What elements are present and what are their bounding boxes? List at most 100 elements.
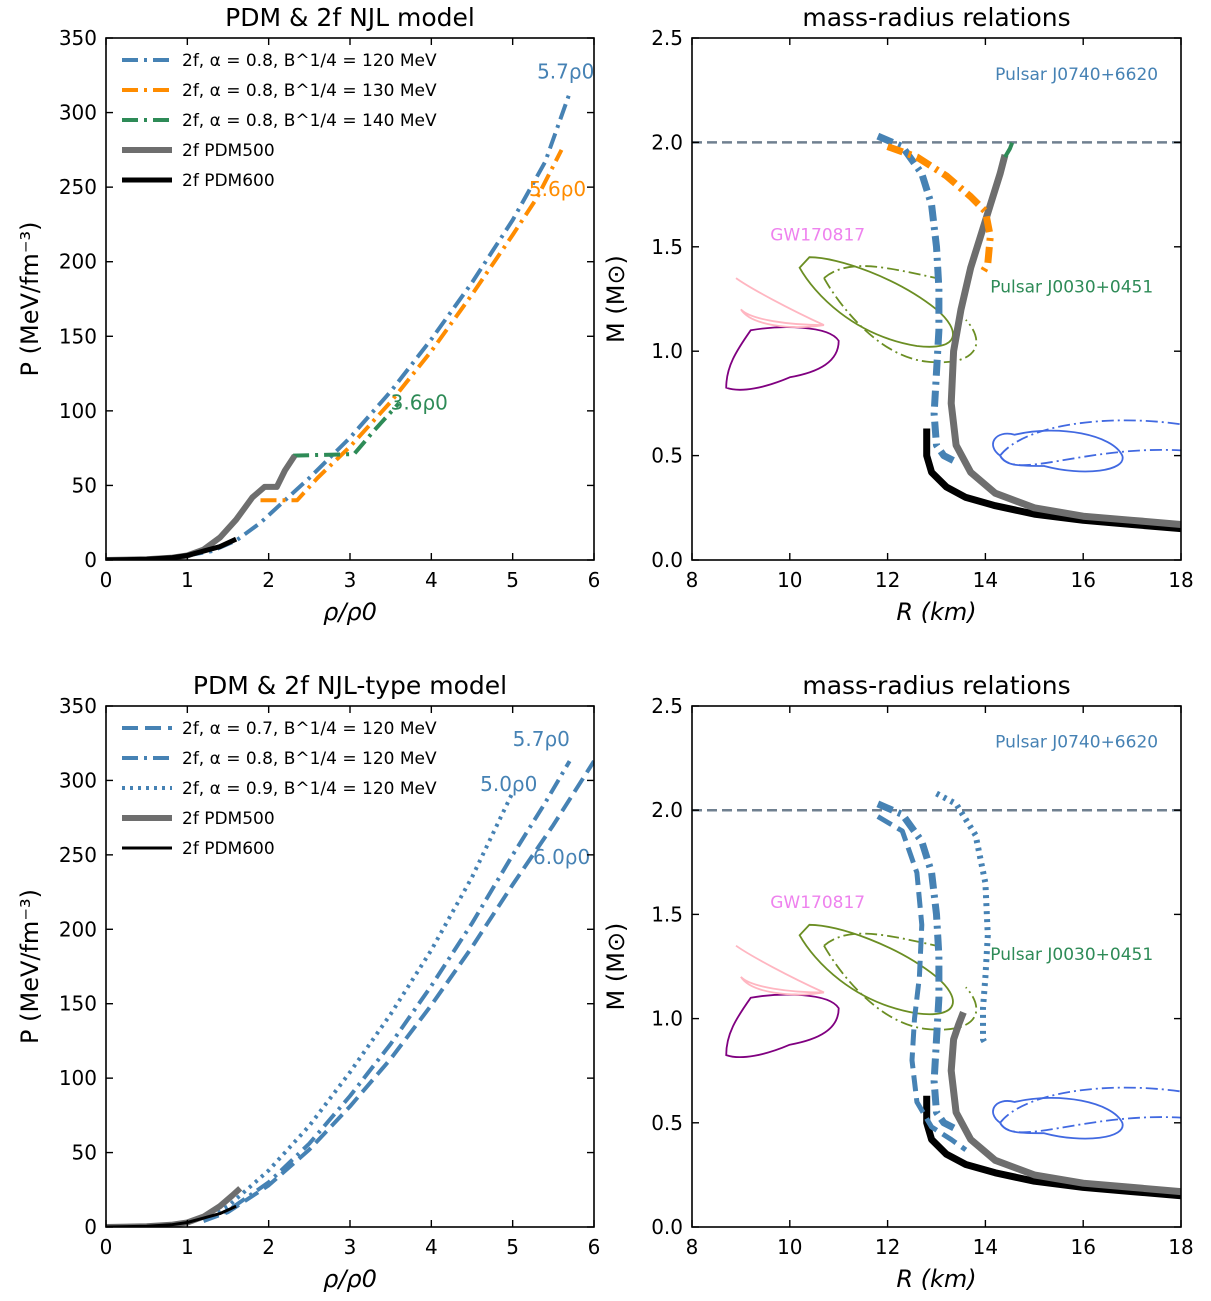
- x-tick-label: 3: [344, 1235, 357, 1259]
- annotation-label-1: 5.7ρ0: [513, 727, 570, 751]
- y-tick-label: 200: [59, 250, 97, 274]
- legend-label-4: 2f PDM500: [182, 809, 275, 829]
- chart-title: mass-radius relations: [802, 671, 1070, 700]
- annotation-label-1: Pulsar J0740+6620: [995, 65, 1158, 85]
- x-tick-label: 0: [100, 1235, 113, 1259]
- series-line-5: [935, 790, 991, 1046]
- x-axis-label: R (km): [896, 1265, 976, 1293]
- plot-area: [692, 132, 1181, 533]
- y-axis-label: P (MeV/fm⁻³): [16, 222, 44, 377]
- y-tick-label: 2.0: [651, 798, 683, 822]
- legend-label-3: 2f, α = 0.8, B^1/4 = 140 MeV: [182, 111, 437, 131]
- x-tick-label: 8: [686, 568, 699, 592]
- axes-frame: [691, 705, 1182, 1228]
- chart-panel-3: PDM & 2f NJL-type model 5.7ρ0 5.0ρ0 6.0ρ0 0 1…: [16, 671, 600, 1293]
- x-tick-label: 16: [1070, 568, 1095, 592]
- legend-label-3: 2f, α = 0.9, B^1/4 = 120 MeV: [182, 779, 437, 799]
- contour-pulsar-j0030-0451-5: [823, 265, 978, 364]
- x-tick-label: 6: [588, 1235, 601, 1259]
- series-line-1: [923, 1095, 1181, 1200]
- y-axis-label: M (M⊙): [602, 923, 630, 1011]
- contour-pulsar-j0740-6620-1: [999, 419, 1181, 467]
- annotation-label-2: GW170817: [770, 226, 865, 246]
- x-tick-label: 1: [181, 1235, 194, 1259]
- y-tick-label: 1.5: [651, 902, 683, 926]
- series-line-2: [202, 760, 572, 1223]
- x-tick-label: 5: [506, 568, 519, 592]
- x-tick-label: 10: [777, 1235, 802, 1259]
- y-tick-label: 0: [84, 1215, 97, 1239]
- y-tick-label: 300: [59, 768, 97, 792]
- legend-label-2: 2f, α = 0.8, B^1/4 = 120 MeV: [182, 749, 437, 769]
- legend-label-4: 2f PDM500: [182, 141, 275, 161]
- series-line-1: [923, 428, 1181, 533]
- contour-gw170817-2: [725, 326, 840, 391]
- x-axis-label: ρ/ρ0: [323, 598, 377, 626]
- y-axis-label: M (M⊙): [602, 255, 630, 343]
- contour-pulsar-j0030-0451-4: [798, 256, 954, 348]
- contour-pulsar-j0740-6620-1: [999, 1086, 1181, 1134]
- y-tick-label: 0: [84, 548, 97, 572]
- y-tick-label: 0.0: [651, 1215, 683, 1239]
- chart-panel-1: PDM & 2f NJL model 5.7ρ0 5.6ρ0 3.6ρ0 0 1 2 3 4 5 6…: [16, 3, 600, 626]
- legend-label-2: 2f, α = 0.8, B^1/4 = 130 MeV: [182, 81, 437, 101]
- series-line-2: [947, 1011, 1181, 1196]
- x-tick-label: 16: [1070, 1235, 1095, 1259]
- series-line-3: [293, 402, 401, 458]
- y-tick-label: 300: [59, 101, 97, 125]
- y-tick-label: 150: [59, 992, 97, 1016]
- series-line-3: [876, 132, 958, 466]
- x-tick-label: 5: [506, 1235, 519, 1259]
- annotation-label-2: 5.0ρ0: [480, 772, 537, 796]
- y-tick-label: 50: [72, 473, 97, 497]
- legend-label-1: 2f, α = 0.7, B^1/4 = 120 MeV: [182, 719, 437, 739]
- y-tick-label: 100: [59, 399, 97, 423]
- x-tick-label: 3: [344, 568, 357, 592]
- plot-area: [106, 760, 594, 1227]
- contour-pulsar-j0740-6620-0: [992, 429, 1124, 473]
- contour-gw170817-3: [735, 277, 825, 328]
- series-line-1: [186, 92, 572, 558]
- annotation-label-2: GW170817: [770, 893, 865, 913]
- legend-label-5: 2f PDM600: [182, 171, 275, 191]
- annotation-label-1: Pulsar J0740+6620: [995, 733, 1158, 753]
- y-tick-label: 0.0: [651, 548, 683, 572]
- series-line-4: [876, 800, 958, 1133]
- chart-panel-2: mass-radius relations Pulsar J0740+6620 GW…: [602, 3, 1194, 626]
- y-tick-label: 250: [59, 843, 97, 867]
- x-tick-label: 12: [875, 1235, 900, 1259]
- x-tick-label: 10: [777, 568, 802, 592]
- x-tick-label: 8: [686, 1235, 699, 1259]
- x-axis-label: ρ/ρ0: [323, 1265, 377, 1293]
- series-line-4: [106, 1186, 243, 1227]
- y-tick-label: 0.5: [651, 1111, 683, 1135]
- x-tick-label: 4: [425, 1235, 438, 1259]
- contour-gw170817-3: [735, 944, 825, 996]
- y-tick-label: 2.5: [651, 26, 683, 50]
- x-tick-label: 6: [588, 568, 601, 592]
- y-tick-label: 1.0: [651, 339, 683, 363]
- legend-label-5: 2f PDM600: [182, 839, 275, 859]
- axes-frame: [691, 37, 1182, 561]
- y-tick-label: 200: [59, 917, 97, 941]
- y-tick-label: 50: [72, 1141, 97, 1165]
- series-line-3: [876, 814, 968, 1152]
- x-tick-label: 2: [262, 1235, 275, 1259]
- chart-panel-4: mass-radius relations Pulsar J0740+6620 GW…: [602, 671, 1194, 1293]
- y-tick-label: 0.5: [651, 444, 683, 468]
- legend-label-1: 2f, α = 0.8, B^1/4 = 120 MeV: [182, 51, 437, 71]
- y-tick-label: 1.5: [651, 235, 683, 259]
- x-tick-label: 1: [181, 568, 194, 592]
- y-tick-label: 150: [59, 324, 97, 348]
- contour-pulsar-j0030-0451-5: [823, 932, 978, 1031]
- y-tick-label: 250: [59, 175, 97, 199]
- x-tick-label: 2: [262, 568, 275, 592]
- plot-area: [692, 790, 1181, 1200]
- series-line-4: [106, 453, 298, 560]
- chart-title: PDM & 2f NJL model: [225, 3, 475, 32]
- y-tick-label: 100: [59, 1066, 97, 1090]
- x-tick-label: 18: [1168, 568, 1193, 592]
- y-tick-label: 1.0: [651, 1007, 683, 1031]
- chart-title: PDM & 2f NJL-type model: [193, 671, 507, 700]
